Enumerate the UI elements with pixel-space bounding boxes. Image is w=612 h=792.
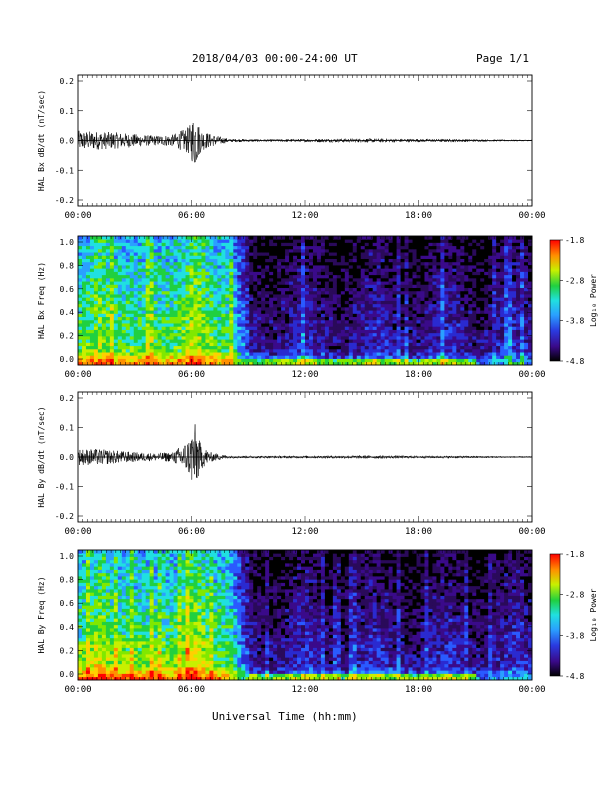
x-tick-label: 06:00: [178, 211, 205, 221]
y-axis-label: HAL By dB/dt (nT/sec): [37, 406, 46, 507]
y-tick-label: 0.0: [60, 137, 75, 146]
y-tick-label: -0.1: [55, 483, 74, 492]
x-tick-label: 00:00: [64, 685, 91, 695]
y-tick-label: 0.2: [60, 77, 75, 86]
panel-3: 00:00 06:00 12:00 18:00 00:00 0.2 0.1 0.0 -0.1 -0…: [37, 391, 546, 537]
colorbar-tick-label: -3.8: [565, 631, 584, 640]
colorbar-tick-label: -1.8: [565, 236, 584, 245]
y-tick-label: -0.2: [55, 196, 74, 205]
x-tick-label: 18:00: [405, 527, 432, 537]
y-tick-label: 0.0: [60, 453, 75, 462]
panel-4: -1.8 -2.8 -3.8 -4.8 Log₁₀ Power 00:00 06:00 12:…: [37, 549, 598, 695]
y-tick-label: 0.0: [60, 670, 75, 679]
x-tick-label: 12:00: [291, 527, 318, 537]
y-axis-label: HAL By Freq (Hz): [37, 576, 46, 653]
x-tick-label: 00:00: [64, 211, 91, 221]
page-title: 2018/04/03 00:00-24:00 UT: [192, 52, 358, 65]
x-tick-label: 00:00: [64, 370, 91, 380]
waveform-series: [77, 424, 533, 480]
y-tick-label: 0.6: [60, 285, 75, 294]
colorbar-tick-label: -4.8: [565, 357, 584, 366]
y-tick-label: 1.0: [60, 552, 75, 561]
y-tick-label: 0.8: [60, 576, 75, 585]
x-tick-label: 18:00: [405, 211, 432, 221]
colorbar-4: [549, 553, 561, 677]
y-tick-label: 0.1: [60, 424, 75, 433]
x-tick-label: 12:00: [291, 685, 318, 695]
y-tick-label: 0.4: [60, 623, 75, 632]
y-tick-label: 0.8: [60, 261, 75, 270]
y-tick-label: 0.2: [60, 332, 75, 341]
y-tick-label: 0.0: [60, 355, 75, 364]
x-tick-label: 06:00: [178, 527, 205, 537]
y-axis-label: HAL Bx dB/dt (nT/sec): [37, 90, 46, 191]
colorbar-tick-label: -2.8: [565, 591, 584, 600]
x-tick-label: 00:00: [518, 527, 545, 537]
colorbar-2: [549, 239, 561, 362]
y-tick-label: 0.2: [60, 646, 75, 655]
x-tick-label: 18:00: [405, 370, 432, 380]
x-tick-label: 00:00: [518, 685, 545, 695]
panel-2: -1.8 -2.8 -3.8 -4.8 Log₁₀ Power 00:00 06:00 12:…: [37, 235, 598, 380]
y-tick-label: 0.6: [60, 599, 75, 608]
spectrogram-cells: [78, 236, 533, 366]
colorbar-tick-label: -1.8: [565, 550, 584, 559]
x-tick-label: 00:00: [64, 527, 91, 537]
y-tick-label: 0.4: [60, 308, 75, 317]
spectrogram-cells: [78, 550, 533, 681]
y-axis-label: HAL Bx Freq (Hz): [37, 262, 46, 339]
colorbar-label: Log₁₀ Power: [589, 274, 598, 327]
colorbar-tick-label: -4.8: [565, 672, 584, 681]
x-tick-label: 06:00: [178, 685, 205, 695]
x-tick-label: 12:00: [291, 211, 318, 221]
colorbar-tick-label: -3.8: [565, 317, 584, 326]
x-tick-label: 06:00: [178, 370, 205, 380]
x-tick-label: 18:00: [405, 685, 432, 695]
page-number: Page 1/1: [476, 52, 529, 65]
y-tick-label: -0.2: [55, 512, 74, 521]
y-tick-label: 1.0: [60, 238, 75, 247]
x-tick-label: 00:00: [518, 211, 545, 221]
x-axis-label: Universal Time (hh:mm): [212, 710, 358, 723]
colorbar-tick-label: -2.8: [565, 276, 584, 285]
x-tick-label: 00:00: [518, 370, 545, 380]
y-tick-label: -0.1: [55, 166, 74, 175]
y-tick-label: 0.2: [60, 394, 75, 403]
waveform-series: [77, 123, 532, 163]
colorbar-label: Log₁₀ Power: [589, 588, 598, 641]
x-tick-label: 12:00: [291, 370, 318, 380]
y-tick-label: 0.1: [60, 107, 75, 116]
panel-1: 00:00 06:00 12:00 18:00 00:00 0.2 0.1 0.0 -0.1 -0…: [37, 74, 546, 221]
